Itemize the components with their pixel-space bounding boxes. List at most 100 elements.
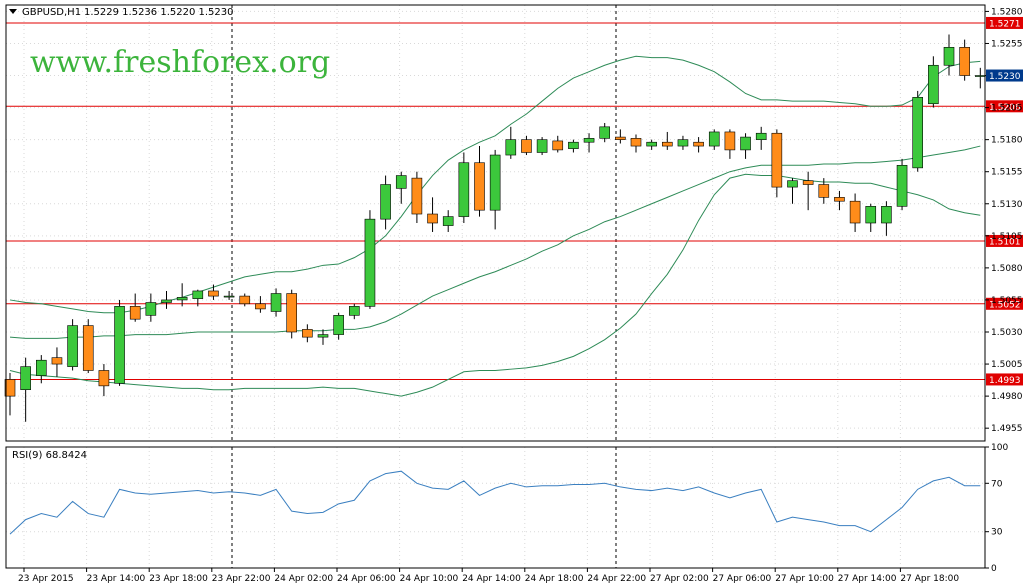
level-label: 1.5101 <box>989 237 1021 247</box>
candle[interactable] <box>67 319 78 371</box>
candle[interactable] <box>223 290 235 300</box>
candle-body-bull <box>20 366 31 391</box>
candle[interactable] <box>427 197 438 232</box>
candle[interactable] <box>615 129 626 144</box>
level-label-bg <box>986 297 1023 310</box>
candle-body-bear <box>959 47 970 76</box>
candle-body-bear <box>255 303 266 310</box>
candle[interactable] <box>583 133 595 153</box>
candle[interactable] <box>943 34 955 76</box>
candle[interactable] <box>364 210 376 309</box>
candle[interactable] <box>333 312 344 340</box>
candle[interactable] <box>255 296 266 313</box>
candle[interactable] <box>395 171 407 204</box>
candle[interactable] <box>881 201 892 236</box>
candle[interactable] <box>35 355 47 384</box>
candle[interactable] <box>129 293 141 322</box>
symbol-label: GBPUSD,H1 <box>22 7 81 18</box>
candle[interactable] <box>505 126 517 159</box>
time-tick-label: 24 Apr 14:00 <box>462 574 521 584</box>
candle[interactable] <box>489 149 501 230</box>
candle[interactable] <box>646 139 657 150</box>
rsi-tick-label: 70 <box>991 479 1003 489</box>
candle[interactable] <box>176 283 188 307</box>
candle[interactable] <box>380 175 391 230</box>
dropdown-triangle-icon[interactable] <box>9 9 17 14</box>
price-tick-label: 1.5280 <box>991 7 1023 17</box>
candle[interactable] <box>4 373 16 416</box>
time-tick-label: 27 Apr 02:00 <box>650 574 709 584</box>
candle-body-bull <box>974 75 986 77</box>
candle[interactable] <box>317 329 329 345</box>
candle[interactable] <box>442 210 454 232</box>
candle[interactable] <box>474 146 485 217</box>
candle[interactable] <box>302 324 313 343</box>
price-tick-label: 1.5255 <box>991 39 1023 49</box>
rsi-tick-label: 100 <box>991 443 1008 453</box>
price-tick-label: 1.4955 <box>991 424 1023 434</box>
candle-body-bear <box>208 290 219 297</box>
time-tick-label: 24 Apr 22:00 <box>587 574 646 584</box>
candle[interactable] <box>928 56 939 108</box>
candle[interactable] <box>708 129 720 150</box>
candle-body-bull <box>943 47 955 66</box>
candle-body-bull <box>442 216 454 226</box>
candle[interactable] <box>599 122 611 143</box>
candle[interactable] <box>661 131 673 150</box>
candle[interactable] <box>740 133 751 159</box>
candle[interactable] <box>286 289 298 339</box>
candle[interactable] <box>536 137 548 156</box>
candle[interactable] <box>161 290 172 309</box>
time-tick-label: 24 Apr 02:00 <box>274 574 333 584</box>
candle[interactable] <box>458 152 470 223</box>
price-tick-label: 1.5080 <box>991 264 1023 274</box>
rsi-line <box>9 470 981 535</box>
candle[interactable] <box>834 190 845 211</box>
candle-body-bear <box>98 370 110 387</box>
candle-body-bear <box>661 141 673 147</box>
candle[interactable] <box>865 203 877 232</box>
candle[interactable] <box>724 129 736 159</box>
time-tick-label: 27 Apr 14:00 <box>838 574 897 584</box>
candle[interactable] <box>896 158 908 211</box>
candle[interactable] <box>677 135 689 150</box>
level-label-bg <box>986 100 1023 113</box>
candle[interactable] <box>51 347 63 377</box>
candle[interactable] <box>693 137 704 153</box>
candle[interactable] <box>771 129 783 198</box>
candle[interactable] <box>521 135 532 156</box>
candle[interactable] <box>959 39 970 81</box>
candle[interactable] <box>630 134 642 153</box>
candle[interactable] <box>98 364 110 397</box>
candle[interactable] <box>755 126 767 150</box>
candle[interactable] <box>912 90 924 172</box>
candle[interactable] <box>552 135 564 153</box>
candle-body-bull <box>583 138 595 143</box>
candle-body-bull <box>912 97 924 169</box>
price-tick-label: 1.5205 <box>991 104 1023 114</box>
candle[interactable] <box>114 299 125 386</box>
time-tick-label: 24 Apr 06:00 <box>337 574 396 584</box>
candle[interactable] <box>787 178 798 204</box>
candle[interactable] <box>270 288 282 317</box>
candle[interactable] <box>208 284 219 300</box>
candle[interactable] <box>20 357 31 422</box>
candle[interactable] <box>568 139 579 153</box>
candle[interactable] <box>82 319 94 374</box>
candle[interactable] <box>348 303 360 320</box>
candle-body-bull <box>881 206 892 224</box>
candle-body-bull <box>364 218 376 307</box>
candle-body-bull <box>646 141 657 147</box>
candle-body-bear <box>302 329 313 338</box>
candle[interactable] <box>818 178 830 204</box>
level-label: 1.5052 <box>989 300 1021 310</box>
candle[interactable] <box>411 171 423 223</box>
candle-body-bull <box>755 132 767 140</box>
candle[interactable] <box>802 171 814 211</box>
candle[interactable] <box>192 289 204 307</box>
candle[interactable] <box>239 293 251 307</box>
candle[interactable] <box>849 193 861 232</box>
candle-body-bull <box>192 290 204 299</box>
candle[interactable] <box>145 293 157 322</box>
